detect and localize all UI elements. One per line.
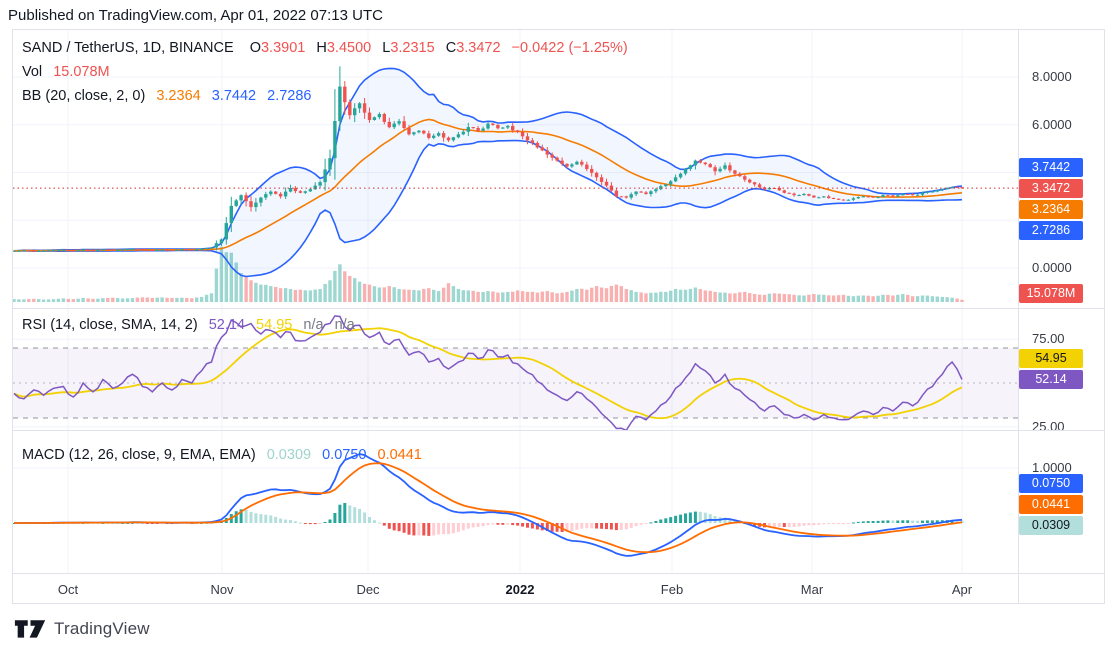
time-axis-label-nov: Nov bbox=[210, 582, 234, 597]
rsi-axis-tick: 75.00 bbox=[1032, 331, 1065, 346]
pane-separator-macd-time bbox=[12, 573, 1105, 574]
symbol-legend-row[interactable]: SAND / TetherUS, 1D, BINANCE O3.3901 H3.… bbox=[22, 40, 628, 56]
macd-hist-value: 0.0309 bbox=[266, 447, 312, 463]
bb-lower-value: 2.7286 bbox=[267, 88, 312, 104]
tradingview-logo-icon bbox=[14, 620, 46, 638]
time-axis-label-dec: Dec bbox=[356, 582, 380, 597]
published-line: Published on TradingView.com, Apr 01, 20… bbox=[8, 7, 383, 24]
volume-legend-row[interactable]: Vol 15.078M bbox=[22, 64, 110, 80]
macd-axis-badge: 0.0441 bbox=[1019, 494, 1083, 514]
bb-legend-row[interactable]: BB (20, close, 2, 0) 3.2364 3.7442 2.728… bbox=[22, 88, 311, 104]
time-axis-label-mar: Mar bbox=[800, 582, 824, 597]
macd-axis-badge: 0.0750 bbox=[1019, 473, 1083, 493]
time-axis-label-oct: Oct bbox=[57, 582, 79, 597]
macd-line-value: 0.0750 bbox=[322, 447, 367, 463]
ohlc-low: L3.2315 bbox=[382, 40, 435, 56]
macd-axis-badge: 0.0309 bbox=[1019, 515, 1083, 535]
rsi-na-2: n/a bbox=[334, 317, 355, 333]
volume-label: Vol bbox=[22, 64, 43, 80]
ohlc-close: C3.3472 bbox=[445, 40, 501, 56]
tradingview-brand-text: TradingView bbox=[54, 618, 150, 638]
bb-upper-value: 3.7442 bbox=[211, 88, 257, 104]
price-axis-badge: 15.078M bbox=[1019, 283, 1083, 303]
macd-label: MACD (12, 26, close, 9, EMA, EMA) bbox=[22, 447, 256, 463]
price-axis-badge: 3.3472 bbox=[1019, 178, 1083, 198]
macd-pane-canvas[interactable] bbox=[13, 431, 1018, 573]
volume-value: 15.078M bbox=[53, 64, 110, 80]
rsi-legend-row[interactable]: RSI (14, close, SMA, 14, 2) 52.14 54.95 … bbox=[22, 317, 355, 333]
time-axis-label-feb: Feb bbox=[660, 582, 684, 597]
rsi-axis-tick: 25.00 bbox=[1032, 419, 1065, 434]
time-axis-label-apr: Apr bbox=[951, 582, 973, 597]
bb-basis-value: 3.2364 bbox=[156, 88, 201, 104]
price-axis-badge: 3.2364 bbox=[1019, 199, 1083, 219]
price-pane-canvas[interactable] bbox=[13, 30, 1018, 308]
tradingview-logo[interactable]: TradingView bbox=[14, 615, 150, 642]
pane-separator-price-rsi[interactable] bbox=[12, 308, 1105, 309]
ohlc-open: O3.3901 bbox=[249, 40, 306, 56]
rsi-na-1: n/a bbox=[303, 317, 324, 333]
rsi-sma-value: 54.95 bbox=[256, 317, 293, 333]
price-axis-tick: 6.0000 bbox=[1032, 117, 1072, 132]
macd-axis-tick: 1.0000 bbox=[1032, 460, 1072, 475]
bb-label: BB (20, close, 2, 0) bbox=[22, 88, 146, 104]
pane-separator-rsi-macd[interactable] bbox=[12, 430, 1105, 431]
rsi-axis-badge: 54.95 bbox=[1019, 348, 1083, 368]
price-axis-tick: 0.0000 bbox=[1032, 260, 1072, 275]
rsi-label: RSI (14, close, SMA, 14, 2) bbox=[22, 317, 198, 333]
change-value: −0.0422 (−1.25%) bbox=[511, 40, 628, 56]
time-axis-label-2022: 2022 bbox=[505, 582, 535, 597]
price-axis-badge: 3.7442 bbox=[1019, 157, 1083, 177]
macd-legend-row[interactable]: MACD (12, 26, close, 9, EMA, EMA) 0.0309… bbox=[22, 447, 422, 463]
macd-signal-value: 0.0441 bbox=[377, 447, 422, 463]
price-axis-badge: 2.7286 bbox=[1019, 220, 1083, 240]
rsi-value: 52.14 bbox=[208, 317, 246, 333]
symbol-title: SAND / TetherUS, 1D, BINANCE bbox=[22, 40, 234, 56]
price-axis-tick: 8.0000 bbox=[1032, 69, 1072, 84]
rsi-pane-canvas[interactable] bbox=[13, 309, 1018, 430]
price-scale-border bbox=[1018, 29, 1019, 604]
rsi-axis-badge: 52.14 bbox=[1019, 369, 1083, 389]
ohlc-high: H3.4500 bbox=[316, 40, 372, 56]
